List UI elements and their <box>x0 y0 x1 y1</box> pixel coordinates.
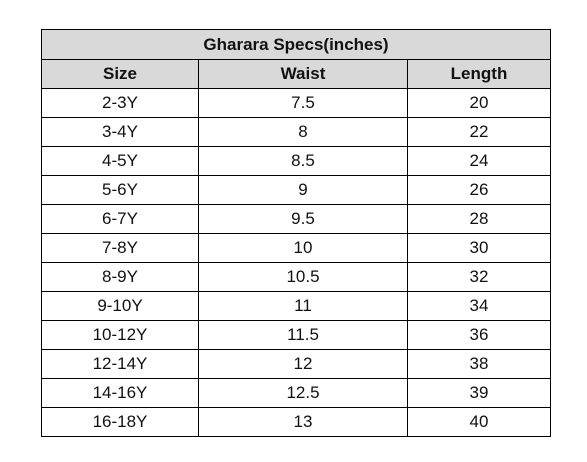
waist-cell: 10 <box>198 233 408 263</box>
length-cell: 38 <box>406 349 552 379</box>
table-row: 5-6Y 9 26 <box>41 175 552 205</box>
waist-cell: 11 <box>198 291 408 321</box>
table-title: Gharara Specs(inches) <box>40 29 552 60</box>
table-row: 2-3Y 7.5 20 <box>41 88 552 118</box>
size-cell: 10-12Y <box>41 320 199 350</box>
size-cell: 9-10Y <box>41 291 199 321</box>
length-cell: 20 <box>406 88 552 118</box>
size-cell: 5-6Y <box>41 175 199 205</box>
size-cell: 7-8Y <box>41 233 199 263</box>
size-cell: 16-18Y <box>41 407 199 437</box>
length-cell: 24 <box>406 146 552 176</box>
column-header-size: Size <box>41 59 199 89</box>
size-cell: 3-4Y <box>41 117 199 147</box>
size-cell: 2-3Y <box>41 88 199 118</box>
table-row: 4-5Y 8.5 24 <box>41 146 552 176</box>
size-cell: 12-14Y <box>41 349 199 379</box>
waist-cell: 12.5 <box>198 378 408 408</box>
waist-cell: 9.5 <box>198 204 408 234</box>
waist-cell: 8 <box>198 117 408 147</box>
length-cell: 32 <box>406 262 552 292</box>
table-row: 7-8Y 10 30 <box>41 233 552 263</box>
table-body: 2-3Y 7.5 20 3-4Y 8 22 4-5Y 8.5 24 5-6Y 9… <box>41 88 552 437</box>
table-row: 10-12Y 11.5 36 <box>41 320 552 350</box>
size-cell: 14-16Y <box>41 378 199 408</box>
waist-cell: 9 <box>198 175 408 205</box>
length-cell: 40 <box>406 407 552 437</box>
length-cell: 36 <box>406 320 552 350</box>
waist-cell: 10.5 <box>198 262 408 292</box>
table-row: 8-9Y 10.5 32 <box>41 262 552 292</box>
length-cell: 26 <box>406 175 552 205</box>
length-cell: 30 <box>406 233 552 263</box>
gharara-specs-table: Gharara Specs(inches) Size Waist Length … <box>40 29 552 437</box>
waist-cell: 13 <box>198 407 408 437</box>
waist-cell: 7.5 <box>198 88 408 118</box>
length-cell: 28 <box>406 204 552 234</box>
length-cell: 22 <box>406 117 552 147</box>
table-row: 14-16Y 12.5 39 <box>41 378 552 408</box>
table-header-row: Size Waist Length <box>41 59 552 89</box>
table-row: 12-14Y 12 38 <box>41 349 552 379</box>
length-cell: 39 <box>406 378 552 408</box>
waist-cell: 12 <box>198 349 408 379</box>
length-cell: 34 <box>406 291 552 321</box>
waist-cell: 11.5 <box>198 320 408 350</box>
table-row: 9-10Y 11 34 <box>41 291 552 321</box>
waist-cell: 8.5 <box>198 146 408 176</box>
size-cell: 6-7Y <box>41 204 199 234</box>
column-header-waist: Waist <box>198 59 408 89</box>
table-row: 16-18Y 13 40 <box>41 407 552 437</box>
table-row: 3-4Y 8 22 <box>41 117 552 147</box>
column-header-length: Length <box>406 59 552 89</box>
size-cell: 8-9Y <box>41 262 199 292</box>
table-title-row: Gharara Specs(inches) <box>40 29 552 60</box>
size-cell: 4-5Y <box>41 146 199 176</box>
table-row: 6-7Y 9.5 28 <box>41 204 552 234</box>
